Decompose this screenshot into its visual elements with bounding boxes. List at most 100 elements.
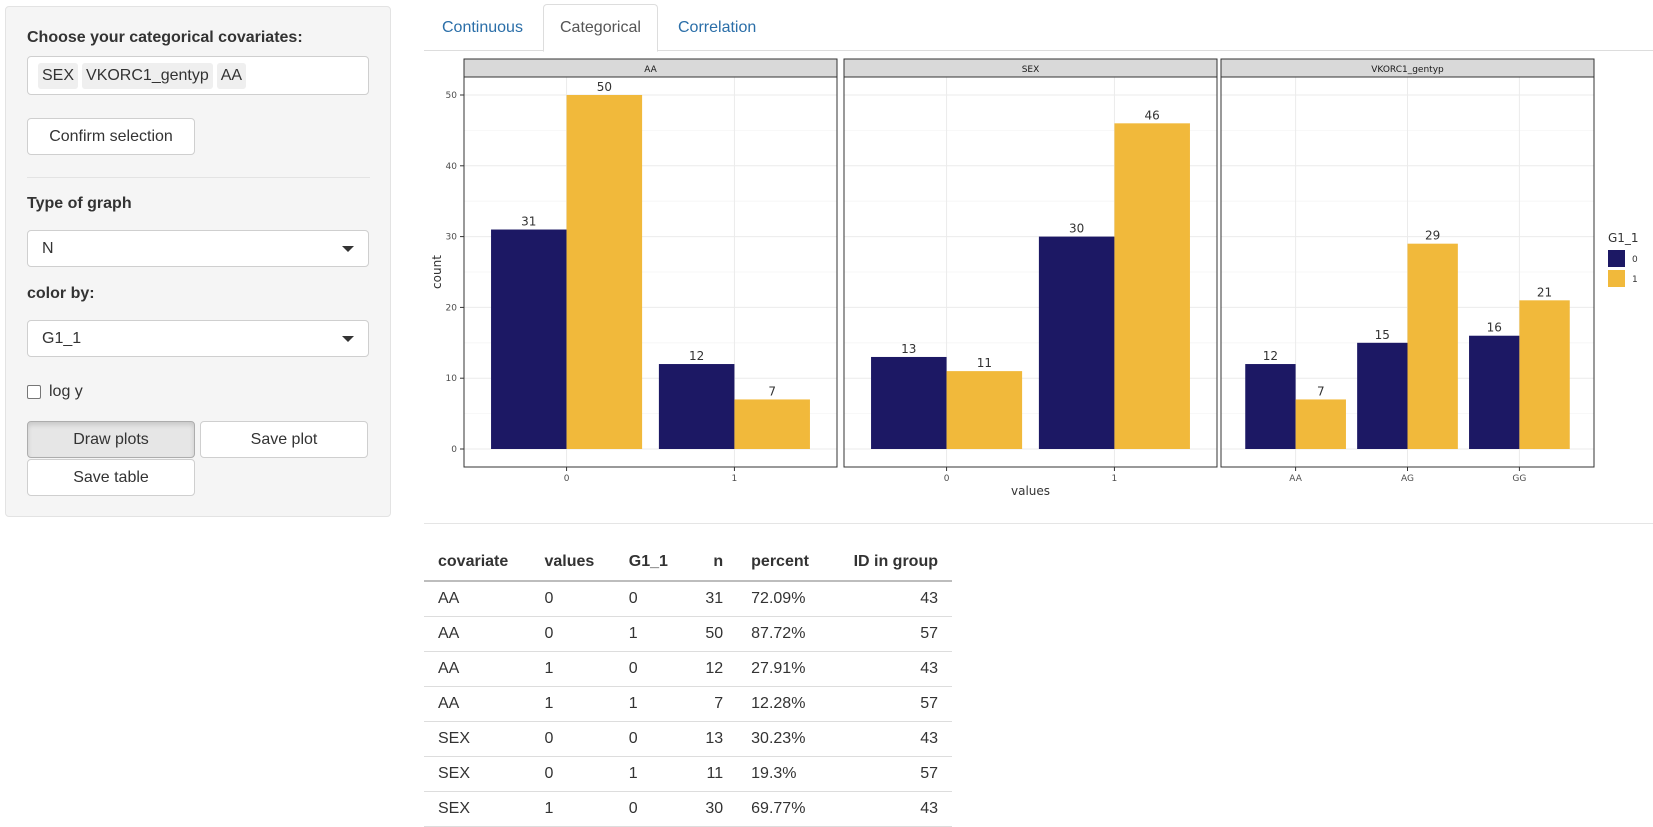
bar xyxy=(1469,335,1520,449)
table-cell: 1 xyxy=(614,756,688,792)
table-cell: 43 xyxy=(830,651,952,687)
sidebar-panel: Choose your categorical covariates: SEX … xyxy=(5,6,391,517)
table-cell: 0 xyxy=(614,581,688,617)
table-cell: AA xyxy=(424,581,531,617)
table-cell: 43 xyxy=(830,581,952,617)
data-label: 30 xyxy=(1069,222,1084,236)
save-plot-button[interactable]: Save plot xyxy=(200,421,368,458)
x-tick-label: GG xyxy=(1512,474,1526,484)
selected-chip[interactable]: VKORC1_gentyp xyxy=(82,62,213,89)
table-row: AA 0 0 31 72.09% 43 xyxy=(424,581,952,617)
data-label: 16 xyxy=(1487,321,1502,335)
facet-strip-title: SEX xyxy=(1022,65,1040,75)
covariates-label: Choose your categorical covariates: xyxy=(27,29,303,46)
y-tick-label: 20 xyxy=(446,303,458,313)
header-n: n xyxy=(687,543,738,582)
table-cell: 0 xyxy=(614,651,688,687)
table-cell: 30 xyxy=(687,791,738,827)
header-g1-1: G1_1 xyxy=(614,543,688,582)
x-tick-label: 1 xyxy=(1112,474,1118,484)
log-y-checkbox[interactable] xyxy=(27,385,41,399)
data-label: 15 xyxy=(1375,328,1390,342)
x-tick-label: 0 xyxy=(944,474,950,484)
data-label: 21 xyxy=(1537,285,1552,299)
table-row: SEX 0 0 13 30.23% 43 xyxy=(424,721,952,757)
table-cell: 72.09% xyxy=(737,581,831,617)
divider xyxy=(27,177,370,178)
header-percent: percent xyxy=(737,543,831,582)
bar xyxy=(491,229,567,449)
facet-strip-title: AA xyxy=(644,65,657,75)
table-cell: 0 xyxy=(530,616,615,652)
table-cell: 0 xyxy=(530,721,615,757)
table-cell: 57 xyxy=(830,756,952,792)
table-cell: 1 xyxy=(530,651,615,687)
tab-categorical[interactable]: Categorical xyxy=(543,4,658,52)
table-cell: 31 xyxy=(687,581,738,617)
bar xyxy=(1245,364,1296,449)
data-label: 13 xyxy=(901,342,916,356)
facet-border xyxy=(1220,76,1595,468)
legend-swatch xyxy=(1608,270,1625,287)
bar xyxy=(1407,243,1458,449)
bar xyxy=(566,95,643,449)
bar xyxy=(734,399,810,449)
covariates-multiselect[interactable]: SEX VKORC1_gentyp AA xyxy=(27,56,369,95)
bar xyxy=(871,356,947,449)
table-cell: 0 xyxy=(530,581,615,617)
table-cell: SEX xyxy=(424,756,531,792)
table-cell: 1 xyxy=(614,616,688,652)
tab-continuous[interactable]: Continuous xyxy=(442,18,523,36)
facet-strip-title: VKORC1_gentyp xyxy=(1371,65,1444,75)
x-tick-label: AG xyxy=(1401,474,1414,484)
table-cell: 0 xyxy=(614,721,688,757)
data-label: 31 xyxy=(521,215,536,229)
table-row: SEX 1 0 30 69.77% 43 xyxy=(424,791,952,827)
draw-plots-button[interactable]: Draw plots xyxy=(27,421,195,458)
table-cell: 1 xyxy=(614,686,688,722)
tab-correlation[interactable]: Correlation xyxy=(678,18,757,36)
confirm-selection-button[interactable]: Confirm selection xyxy=(27,118,195,155)
selected-chip[interactable]: SEX xyxy=(38,62,79,89)
log-y-checkbox-row[interactable]: log y xyxy=(27,383,83,401)
graph-type-select[interactable]: N xyxy=(27,230,369,267)
summary-table: covariate values G1_1 n percent ID in gr… xyxy=(424,543,952,827)
graph-type-value: N xyxy=(42,239,54,257)
color-by-label: color by: xyxy=(27,285,95,302)
table-cell: AA xyxy=(424,651,531,687)
table-cell: 69.77% xyxy=(737,791,831,827)
graph-type-label: Type of graph xyxy=(27,195,132,212)
color-by-select[interactable]: G1_1 xyxy=(27,320,369,357)
y-tick-label: 50 xyxy=(446,91,458,101)
table-cell: 19.3% xyxy=(737,756,831,792)
facet-border xyxy=(843,76,1218,468)
table-row: SEX 0 1 11 19.3% 57 xyxy=(424,756,952,792)
table-row: AA 1 0 12 27.91% 43 xyxy=(424,651,952,687)
header-id-in-group: ID in group xyxy=(830,543,952,582)
table-cell: 50 xyxy=(687,616,738,652)
table-cell: 0 xyxy=(614,791,688,827)
table-cell: 13 xyxy=(687,721,738,757)
legend-swatch xyxy=(1608,250,1625,267)
table-cell: 0 xyxy=(530,756,615,792)
table-cell: 1 xyxy=(530,791,615,827)
x-tick-label: 1 xyxy=(732,474,738,484)
table-cell: 57 xyxy=(830,686,952,722)
table-row: AA 1 1 7 12.28% 57 xyxy=(424,686,952,722)
header-covariate: covariate xyxy=(424,543,531,582)
data-label: 11 xyxy=(977,356,992,370)
legend-label: 0 xyxy=(1632,255,1638,265)
legend-label: 1 xyxy=(1632,275,1638,285)
legend-title: G1_1 xyxy=(1608,231,1639,245)
data-label: 50 xyxy=(597,80,612,94)
table-header-row: covariate values G1_1 n percent ID in gr… xyxy=(424,543,952,582)
y-tick-label: 0 xyxy=(451,445,457,455)
data-label: 12 xyxy=(1263,349,1278,363)
table-cell: 43 xyxy=(830,721,952,757)
selected-chip[interactable]: AA xyxy=(216,62,247,89)
tab-bar: Continuous Categorical Correlation xyxy=(424,4,1653,52)
table-row: AA 0 1 50 87.72% 57 xyxy=(424,616,952,652)
section-divider xyxy=(424,523,1653,524)
table-cell: SEX xyxy=(424,791,531,827)
save-table-button[interactable]: Save table xyxy=(27,459,195,496)
